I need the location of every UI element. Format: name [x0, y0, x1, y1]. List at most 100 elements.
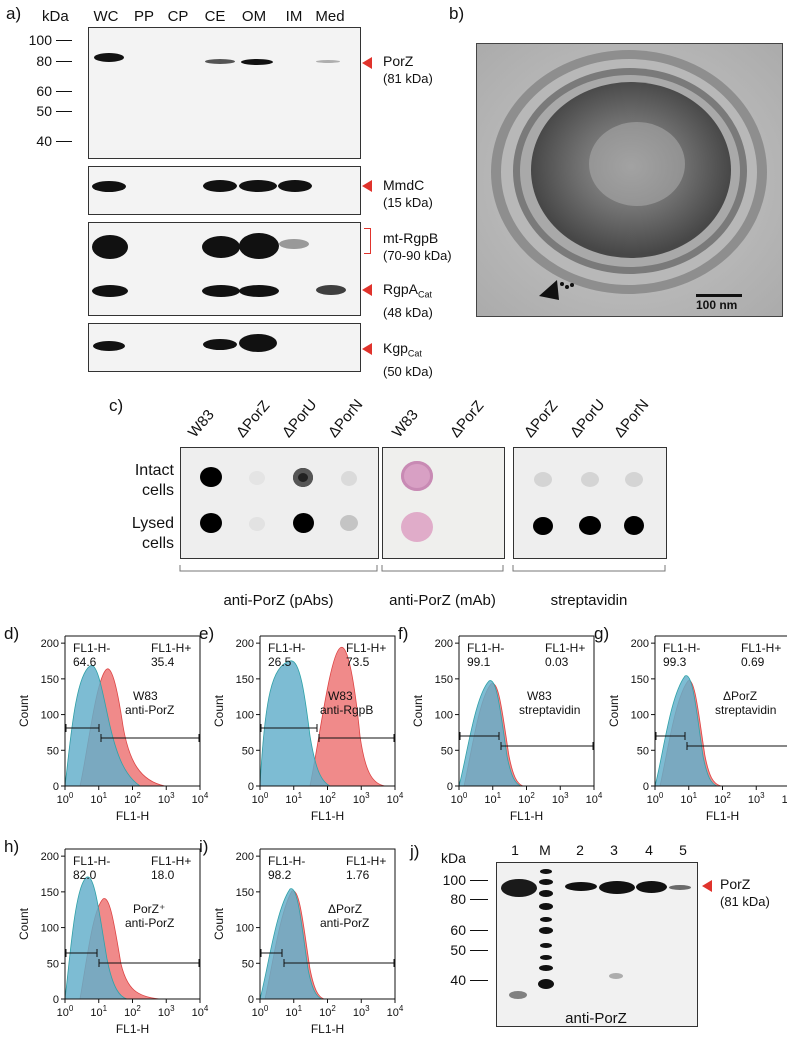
marker-label: 100 [442, 872, 466, 888]
x-axis-label: FL1-H [116, 1022, 149, 1036]
x-tick-label: 102 [124, 1004, 141, 1019]
x-tick-label: 103 [353, 791, 370, 806]
sample-line1: ΔPorZ [328, 902, 362, 916]
gate-lines [459, 732, 594, 750]
x-tick-label: 102 [714, 791, 731, 806]
neg-value: 98.2 [268, 868, 292, 882]
marker-tick [470, 930, 488, 931]
y-tick-label: 0 [643, 781, 649, 793]
histogram: 0 50 100 150 200 100 101 102 103 104 FL1-H-26.5 FL1… [212, 635, 404, 823]
flow-panel: h) 0 50 100 150 200 100 101 102 103 104 FL1-H- 82.0 F… [4, 833, 209, 1048]
histogram-negative [259, 888, 323, 1000]
neg-value: 82.0 [73, 868, 97, 882]
y-tick-label: 100 [41, 923, 59, 935]
y-tick-label: 0 [248, 781, 254, 793]
flow-panel-label: g) [594, 624, 610, 643]
pos-value: 0.69 [741, 655, 765, 669]
x-tick-label: 102 [518, 791, 535, 806]
y-tick-label: 200 [435, 638, 453, 650]
y-tick-label: 50 [47, 745, 59, 757]
x-tick-label: 101 [680, 791, 697, 806]
row-label-lysed: Lysed cells [131, 515, 174, 552]
caption-pabs: anti-PorZ (pAbs) [223, 592, 334, 609]
histogram-negative [64, 876, 128, 1000]
neg-gate-label: FL1-H- [663, 641, 700, 655]
y-tick-label: 150 [41, 887, 59, 899]
marker-label: 60 [450, 922, 466, 938]
neg-value: 64.6 [73, 655, 97, 669]
x-axis-label: FL1-H [311, 1022, 344, 1036]
y-tick-label: 100 [631, 710, 649, 722]
x-tick-label: 103 [748, 791, 765, 806]
ladder-lane [537, 865, 555, 1023]
bracket-icon [364, 228, 371, 254]
flow-panel: g) 0 50 100 150 200 100 101 102 103 104 FL1-H-99.3 F… [594, 620, 787, 835]
flow-panel-label: e) [199, 624, 215, 643]
scale-label: 100 nm [696, 298, 738, 312]
kda-label-j: kDa [441, 850, 466, 866]
x-tick-label: 100 [647, 791, 664, 806]
marker-tick [56, 91, 72, 92]
pos-gate-label: FL1-H+ [545, 641, 585, 655]
blot-j [496, 862, 698, 1027]
neg-gate-label: FL1-H- [73, 854, 110, 868]
sample-line2: anti-PorZ [320, 916, 369, 930]
gate-lines [655, 732, 787, 750]
y-tick-label: 0 [248, 994, 254, 1006]
x-tick-label: 104 [387, 1004, 404, 1019]
x-axis-label: FL1-H [706, 809, 739, 823]
marker-label: 50 [450, 942, 466, 958]
y-axis-label: Count [607, 694, 621, 727]
row-label-intact: Intact cells [134, 462, 174, 499]
x-tick-label: 104 [782, 791, 787, 806]
caption-j: anti-PorZ [565, 1010, 627, 1027]
marker-label: 60 [36, 83, 52, 99]
sample-line1: W83 [527, 689, 552, 703]
y-tick-label: 100 [236, 923, 254, 935]
rgpa-arrow-icon [362, 284, 372, 296]
histogram-positive [309, 646, 386, 787]
gate-lines [65, 949, 200, 967]
porz-annotation-j: PorZ (81 kDa) [720, 876, 770, 909]
x-tick-label: 100 [451, 791, 468, 806]
dot-blot-streptavidin [513, 447, 667, 559]
histogram: 0 50 100 150 200 100 101 102 103 104 FL1-H-99.3 FL1… [607, 635, 787, 823]
flow-panel: i) 0 50 100 150 200 100 101 102 103 104 FL1-H- 98.2 F… [199, 833, 404, 1048]
sample-line2: anti-RgpB [320, 703, 373, 717]
lane-label: IM [285, 8, 303, 25]
flow-panel-label: d) [4, 624, 20, 643]
pos-gate-label: FL1-H+ [346, 854, 386, 868]
y-tick-label: 100 [41, 710, 59, 722]
lane-label: M [539, 842, 551, 858]
caption-mab: anti-PorZ (mAb) [389, 592, 496, 609]
rgpa-annotation: RgpACat (48 kDa) [383, 281, 433, 320]
flow-panel: e) 0 50 100 150 200 100 101 102 103 104 FL1-H- 26.5 F… [199, 620, 404, 835]
y-axis-label: Count [17, 907, 31, 940]
y-tick-label: 0 [53, 781, 59, 793]
flow-panel: f) 0 50 100 150 200 100 101 102 103 104 FL1-H- 99.1 F… [398, 620, 603, 835]
neg-gate-label: FL1-H- [73, 641, 110, 655]
x-axis-label: FL1-H [510, 809, 543, 823]
blot-kgp [88, 323, 361, 372]
y-tick-label: 150 [435, 674, 453, 686]
lane-label: PP [133, 8, 154, 25]
lane-label: 5 [679, 842, 687, 858]
y-axis-label: Count [212, 907, 226, 940]
pos-gate-label: FL1-H+ [346, 641, 386, 655]
x-tick-label: 101 [90, 791, 107, 806]
lane-label: CE [204, 8, 226, 25]
y-tick-label: 150 [41, 674, 59, 686]
dot-blot-mab [382, 447, 505, 559]
flow-panel-label: i) [199, 837, 209, 856]
histogram-negative [259, 660, 331, 787]
pos-value: 1.76 [346, 868, 370, 882]
porz-annotation: PorZ (81 kDa) [383, 53, 433, 86]
y-tick-label: 0 [53, 994, 59, 1006]
lane-label: 1 [511, 842, 519, 858]
pos-value: 0.03 [545, 655, 569, 669]
caption-streptavidin: streptavidin [550, 592, 628, 609]
y-tick-label: 50 [242, 958, 254, 970]
sample-line1: W83 [133, 689, 158, 703]
x-axis-label: FL1-H [311, 809, 344, 823]
